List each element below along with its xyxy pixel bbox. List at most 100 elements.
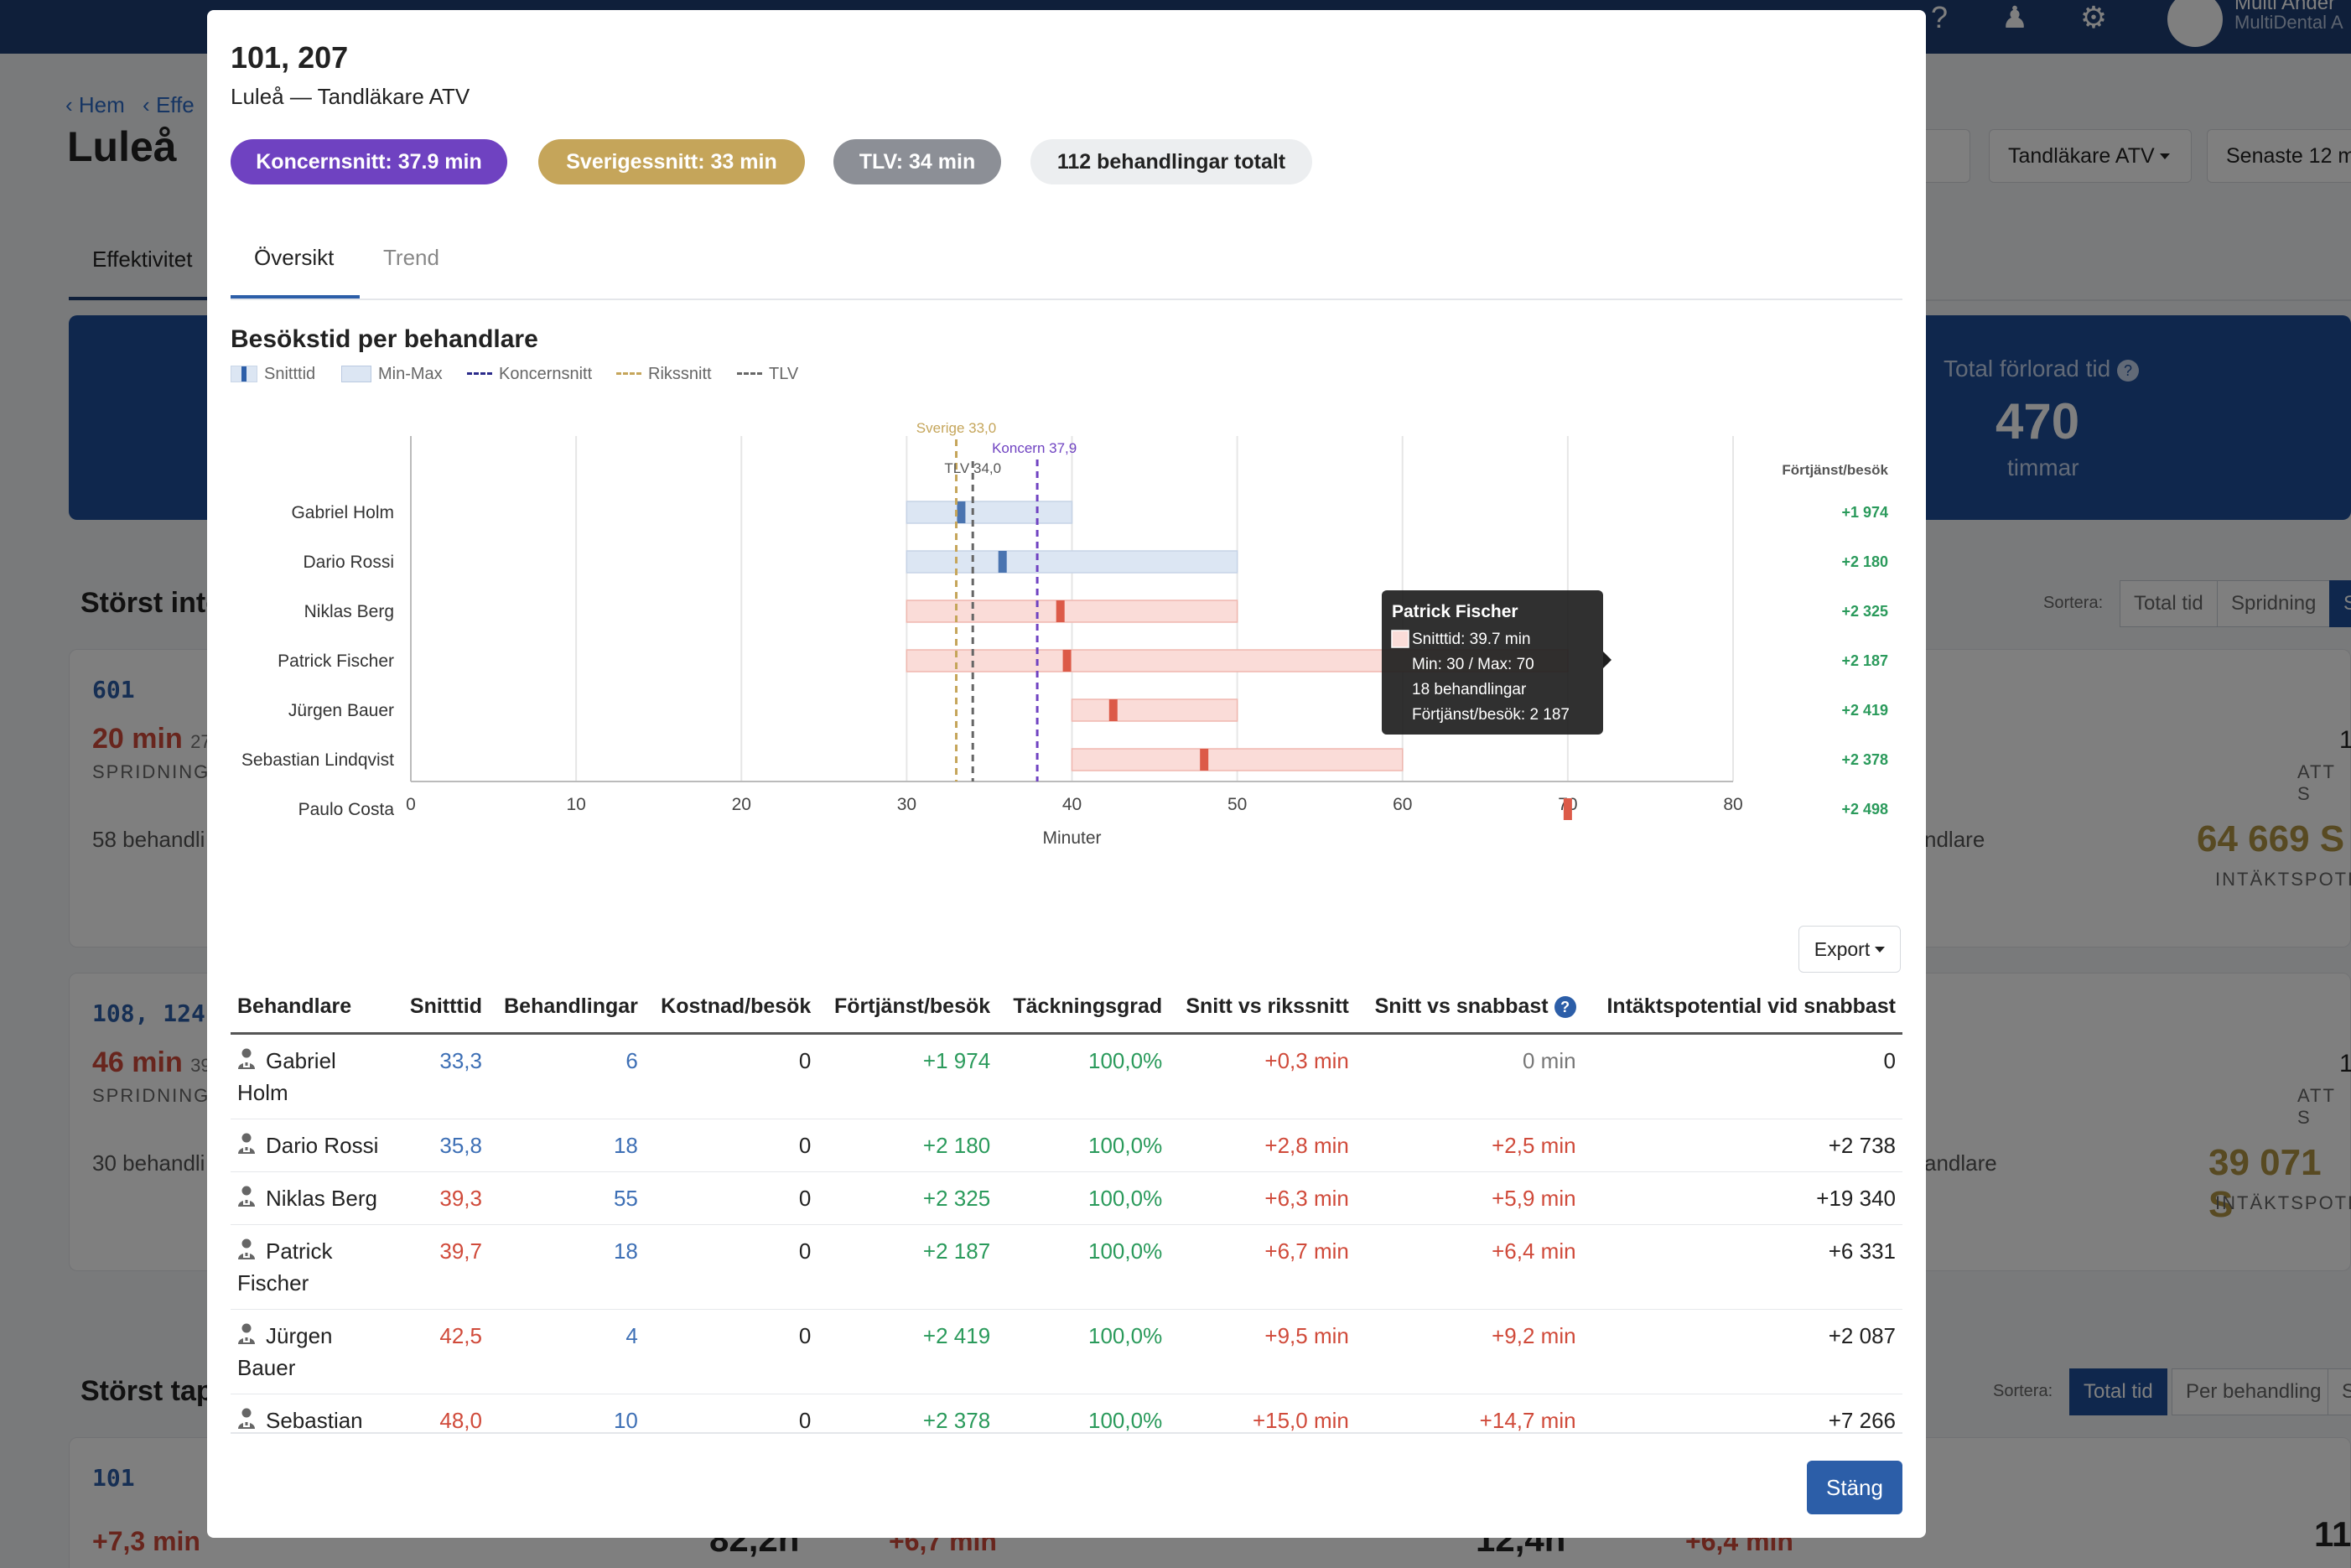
table-row[interactable]: Niklas Berg 39,3 55 0 +2 325 100,0% +6,3 min +5… (231, 1171, 1902, 1225)
col-behandlare[interactable]: Behandlare (231, 983, 398, 1035)
export-label: Export (1814, 938, 1871, 960)
provider-name: Dario Rossi (266, 1133, 379, 1158)
table-row[interactable]: Patrick Fischer 39,7 18 0 +2 187 100,0% +6,7 m… (231, 1224, 1902, 1310)
cell-fortjanst: +2 325 (817, 1171, 998, 1225)
legend-swatch (616, 372, 641, 375)
cell-snitttid: 42,5 (398, 1309, 489, 1394)
range-bar (1071, 748, 1404, 771)
provider-table: Behandlare Snitttid Behandlingar Kostnad… (231, 983, 1902, 1434)
col-tackningsgrad[interactable]: Täckningsgrad (997, 983, 1170, 1035)
cell-vs-snabbast: +9,2 min (1355, 1309, 1583, 1394)
right-value: +2 180 (1841, 553, 1888, 570)
right-value: +2 378 (1841, 751, 1888, 768)
col-kostnad[interactable]: Kostnad/besök (644, 983, 818, 1035)
visit-time-chart: 01020304050607080MinuterFörtjänst/besökG… (241, 420, 1889, 848)
right-value: +2 419 (1841, 702, 1888, 719)
mean-mark (1062, 650, 1072, 672)
cell-tackningsgrad: 100,0% (997, 1033, 1170, 1119)
x-tick-label: 40 (1062, 795, 1082, 814)
col-snitttid[interactable]: Snitttid (398, 983, 489, 1035)
help-icon[interactable]: ? (1554, 996, 1576, 1018)
mean-mark (1056, 600, 1065, 622)
cell-kostnad: 0 (644, 1309, 818, 1394)
col-vs-snabbast-label: Snitt vs snabbast (1374, 994, 1549, 1018)
tooltip-swatch (1391, 630, 1409, 648)
cell-snitttid: 39,7 (398, 1224, 489, 1310)
chart-title: Besökstid per behandlare (231, 325, 538, 353)
table-row[interactable]: Dario Rossi 35,8 18 0 +2 180 100,0% +2,8 min +2… (231, 1119, 1902, 1172)
x-tick-label: 0 (406, 795, 416, 814)
cell-tackningsgrad: 100,0% (997, 1119, 1170, 1172)
legend-swatch (341, 366, 371, 382)
col-fortjanst[interactable]: Förtjänst/besök (817, 983, 998, 1035)
category-label: Niklas Berg (304, 602, 394, 621)
cell-vs-rikssnitt: +9,5 min (1169, 1309, 1356, 1394)
close-button[interactable]: Stäng (1807, 1461, 1902, 1514)
tab-oversikt[interactable]: Översikt (254, 245, 335, 270)
tooltip-line: Förtjänst/besök: 2 187 (1412, 706, 1570, 724)
provider-name: Patrick Fischer (237, 1238, 333, 1295)
legend-label: Rikssnitt (648, 365, 712, 383)
category-label: Jürgen Bauer (288, 701, 394, 720)
cell-behandlingar: 10 (488, 1394, 645, 1432)
cell-behandlare: Sebastian Lindqvist (231, 1394, 398, 1432)
x-axis-label: Minuter (1042, 828, 1101, 848)
category-label: Sebastian Lindqvist (241, 750, 394, 770)
cell-snitttid: 39,3 (398, 1171, 489, 1225)
col-vs-rikssnitt[interactable]: Snitt vs rikssnitt (1169, 983, 1356, 1035)
mean-mark (1200, 749, 1209, 771)
mean-mark (1108, 699, 1118, 721)
table-row[interactable]: Gabriel Holm 33,3 6 0 +1 974 100,0% +0,3 min 0 … (231, 1033, 1902, 1119)
x-tick-label: 30 (897, 795, 916, 814)
cell-kostnad: 0 (644, 1033, 818, 1119)
mean-mark (957, 501, 966, 523)
cell-intaktspotential: 0 (1582, 1033, 1902, 1119)
table-row[interactable]: Jürgen Bauer 42,5 4 0 +2 419 100,0% +9,5 min +9… (231, 1309, 1902, 1394)
category-label: Dario Rossi (303, 553, 394, 572)
cell-tackningsgrad: 100,0% (997, 1394, 1170, 1432)
tab-trend[interactable]: Trend (383, 245, 439, 270)
cell-intaktspotential: +2 738 (1582, 1119, 1902, 1172)
legend-swatch (231, 366, 257, 382)
cell-behandlingar: 55 (488, 1171, 645, 1225)
person-icon (237, 1408, 266, 1432)
cell-snitttid: 33,3 (398, 1033, 489, 1119)
col-behandlingar[interactable]: Behandlingar (488, 983, 645, 1035)
modal-subtitle: Luleå — Tandläkare ATV (231, 84, 470, 109)
x-tick-label: 50 (1227, 795, 1247, 814)
reference-label: TLV 34,0 (944, 460, 1001, 476)
cell-vs-snabbast: +14,7 min (1355, 1394, 1583, 1432)
cell-intaktspotential: +2 087 (1582, 1309, 1902, 1394)
person-icon (237, 1048, 266, 1073)
legend-swatch (737, 372, 762, 375)
cell-behandlare: Patrick Fischer (231, 1224, 398, 1310)
cell-vs-snabbast: +2,5 min (1355, 1119, 1583, 1172)
cell-kostnad: 0 (644, 1171, 818, 1225)
cell-behandlingar: 6 (488, 1033, 645, 1119)
col-intaktspotential[interactable]: Intäktspotential vid snabbast (1582, 983, 1902, 1035)
legend-rikssnitt: Rikssnitt (616, 362, 712, 386)
tooltip-title: Patrick Fischer (1392, 602, 1518, 621)
right-value: +1 974 (1841, 504, 1888, 521)
category-label: Paulo Costa (298, 800, 395, 819)
active-tab-indicator (231, 295, 360, 299)
mean-mark (998, 551, 1007, 573)
cell-behandlingar: 18 (488, 1224, 645, 1310)
pill-koncernsnitt: Koncernsnitt: 37.9 min (231, 139, 507, 184)
legend-label: Snitttid (264, 365, 316, 383)
detail-modal: 101, 207 Luleå — Tandläkare ATV Koncerns… (207, 10, 1926, 1538)
provider-name: Niklas Berg (266, 1186, 377, 1211)
table-header-row: Behandlare Snitttid Behandlingar Kostnad… (231, 983, 1902, 1035)
range-bar (906, 501, 1073, 524)
cell-tackningsgrad: 100,0% (997, 1309, 1170, 1394)
mean-mark (1563, 798, 1572, 820)
range-bar (1071, 698, 1238, 722)
tooltip-arrow (1603, 652, 1611, 668)
col-vs-snabbast[interactable]: Snitt vs snabbast ? (1355, 983, 1583, 1035)
cell-behandlare: Dario Rossi (231, 1119, 398, 1172)
export-button[interactable]: Export (1798, 926, 1901, 973)
category-label: Gabriel Holm (291, 503, 394, 522)
modal-title: 101, 207 (231, 40, 349, 75)
legend-snitttid: Snitttid (231, 362, 315, 386)
